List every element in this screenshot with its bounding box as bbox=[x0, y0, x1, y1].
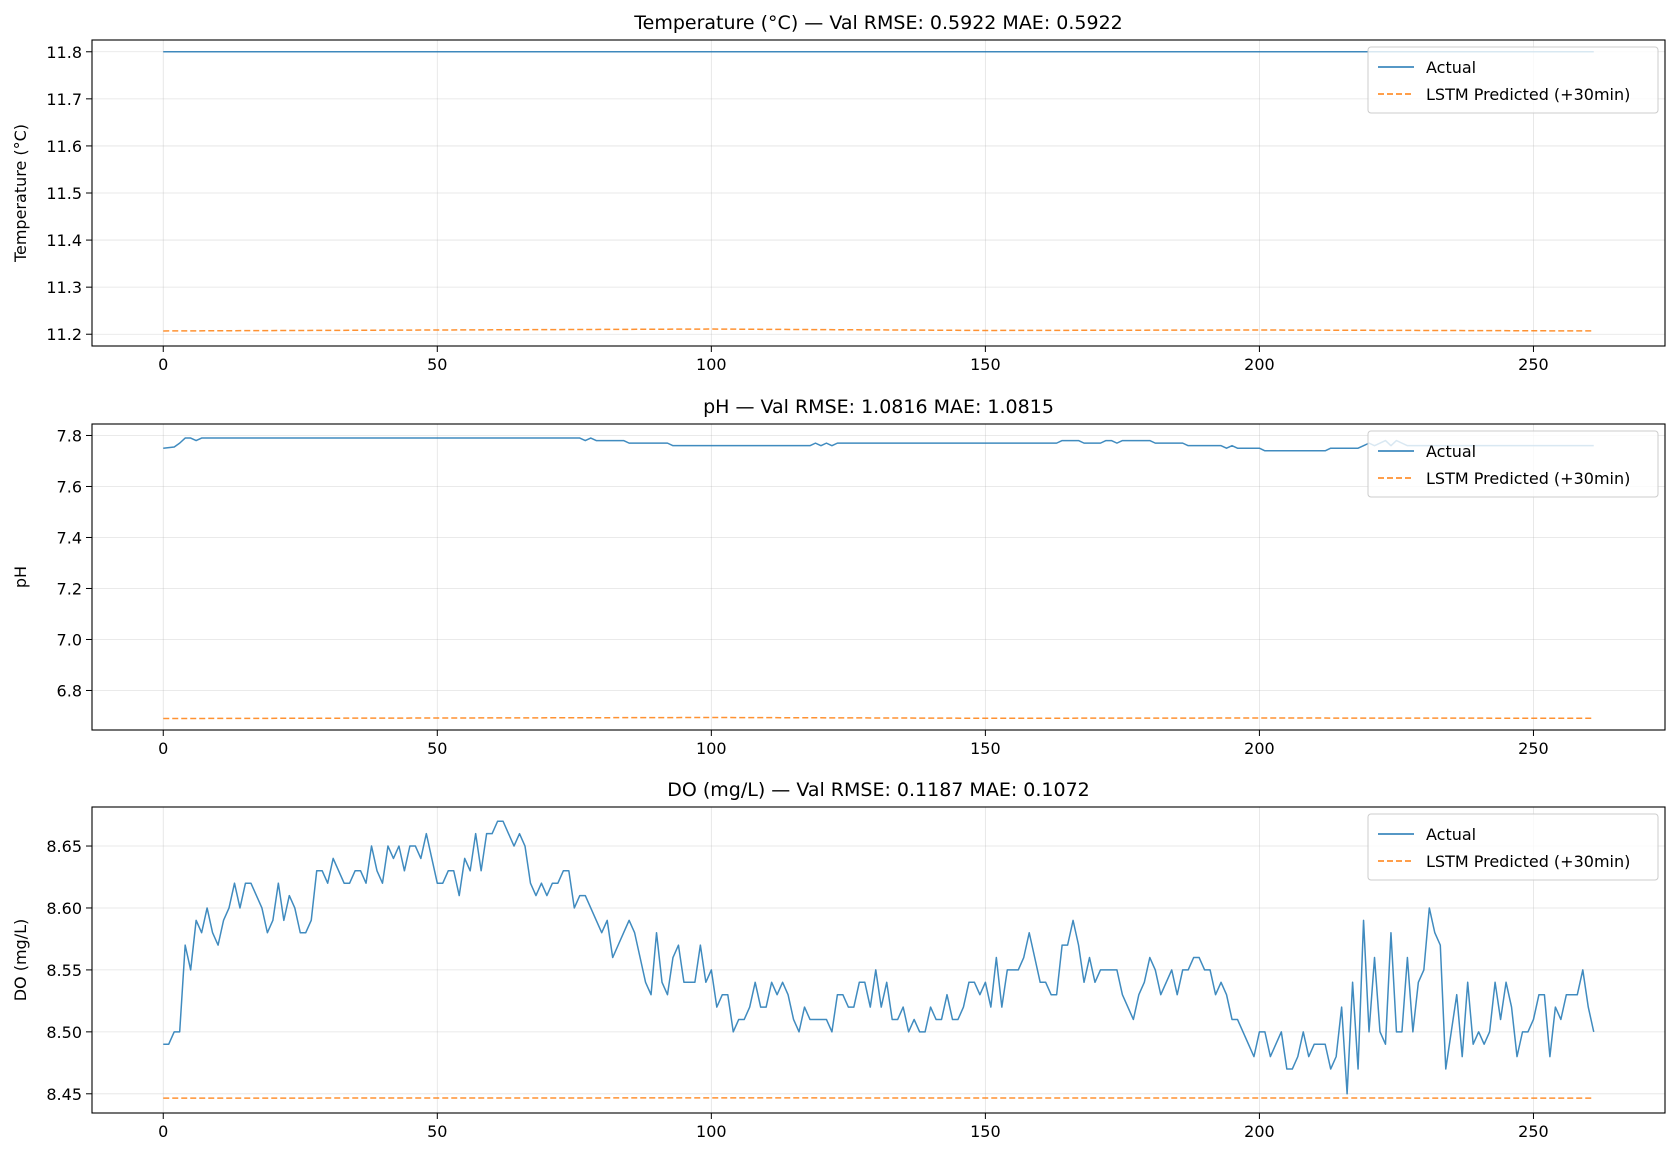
legend-label: LSTM Predicted (+30min) bbox=[1426, 469, 1630, 488]
legend: Actual LSTM Predicted (+30min) bbox=[1367, 813, 1659, 881]
x-tick-label: 0 bbox=[158, 355, 168, 374]
x-tick-label: 150 bbox=[970, 355, 1001, 374]
series-line-actual bbox=[163, 820, 1595, 1095]
series-line-actual bbox=[163, 437, 1594, 452]
y-tick-label: 11.2 bbox=[46, 325, 82, 344]
legend-label: Actual bbox=[1426, 825, 1476, 844]
axes-frame bbox=[91, 806, 1666, 1114]
y-tick-label: 8.50 bbox=[46, 1023, 82, 1042]
x-tick-label: 250 bbox=[1518, 355, 1549, 374]
x-tick-label: 100 bbox=[696, 355, 727, 374]
x-tick-label: 0 bbox=[158, 739, 168, 758]
chart-title: DO (mg/L) — Val RMSE: 0.1187 MAE: 0.1072 bbox=[667, 779, 1090, 801]
y-axis-label: Temperature (°C) bbox=[11, 124, 30, 263]
legend-box bbox=[1367, 430, 1659, 498]
x-tick-label: 200 bbox=[1244, 355, 1275, 374]
x-tick-label: 200 bbox=[1244, 1122, 1275, 1141]
chart-panel-2: 0 50 100 150 200 250 6.8 7.0 7.2 7.4 7.6 7.8 pH — Va… bbox=[11, 396, 1666, 758]
legend-box bbox=[1367, 46, 1659, 114]
y-tick-label: 7.6 bbox=[57, 477, 82, 496]
chart-panel-3: 0 50 100 150 200 250 8.45 8.50 8.55 8.60 8.65 DO (m… bbox=[11, 779, 1666, 1141]
series-line-predicted bbox=[163, 716, 1594, 720]
x-tick-label: 250 bbox=[1518, 739, 1549, 758]
legend: Actual LSTM Predicted (+30min) bbox=[1367, 46, 1659, 114]
y-axis-label: DO (mg/L) bbox=[11, 919, 30, 1002]
y-tick-label: 8.60 bbox=[46, 899, 82, 918]
y-tick-label: 8.65 bbox=[46, 837, 82, 856]
legend-label: LSTM Predicted (+30min) bbox=[1426, 852, 1630, 871]
y-tick-label: 8.55 bbox=[46, 961, 82, 980]
y-tick-label: 7.2 bbox=[57, 579, 82, 598]
y-tick-label: 11.7 bbox=[46, 90, 82, 109]
legend-label: Actual bbox=[1426, 442, 1476, 461]
x-tick-label: 100 bbox=[696, 739, 727, 758]
legend: Actual LSTM Predicted (+30min) bbox=[1367, 430, 1659, 498]
x-tick-label: 0 bbox=[158, 1122, 168, 1141]
x-tick-label: 200 bbox=[1244, 739, 1275, 758]
y-tick-label: 11.8 bbox=[46, 43, 82, 62]
y-tick-label: 6.8 bbox=[57, 681, 82, 700]
x-tick-label: 150 bbox=[970, 739, 1001, 758]
x-tick-label: 100 bbox=[696, 1122, 727, 1141]
y-tick-label: 11.3 bbox=[46, 278, 82, 297]
y-tick-label: 11.6 bbox=[46, 137, 82, 156]
y-tick-label: 7.4 bbox=[57, 528, 82, 547]
legend-label: LSTM Predicted (+30min) bbox=[1426, 85, 1630, 104]
x-tick-label: 50 bbox=[427, 355, 447, 374]
series-line-predicted bbox=[163, 328, 1594, 332]
x-tick-label: 150 bbox=[970, 1122, 1001, 1141]
x-tick-label: 250 bbox=[1518, 1122, 1549, 1141]
legend-box bbox=[1367, 813, 1659, 881]
y-tick-label: 11.5 bbox=[46, 184, 82, 203]
chart-title: Temperature (°C) — Val RMSE: 0.5922 MAE:… bbox=[633, 12, 1123, 34]
axes-frame bbox=[91, 423, 1666, 731]
y-tick-label: 7.8 bbox=[57, 426, 82, 445]
chart-panel-1: 0 50 100 150 200 250 11.2 11.3 11.4 11.5 11.6 11.7 1… bbox=[11, 12, 1666, 374]
y-tick-label: 7.0 bbox=[57, 630, 82, 649]
y-tick-label: 8.45 bbox=[46, 1085, 82, 1104]
legend-label: Actual bbox=[1426, 58, 1476, 77]
x-tick-label: 50 bbox=[427, 1122, 447, 1141]
x-tick-label: 50 bbox=[427, 739, 447, 758]
y-axis-label: pH bbox=[11, 566, 30, 588]
chart-title: pH — Val RMSE: 1.0816 MAE: 1.0815 bbox=[703, 396, 1054, 418]
y-tick-label: 11.4 bbox=[46, 231, 82, 250]
